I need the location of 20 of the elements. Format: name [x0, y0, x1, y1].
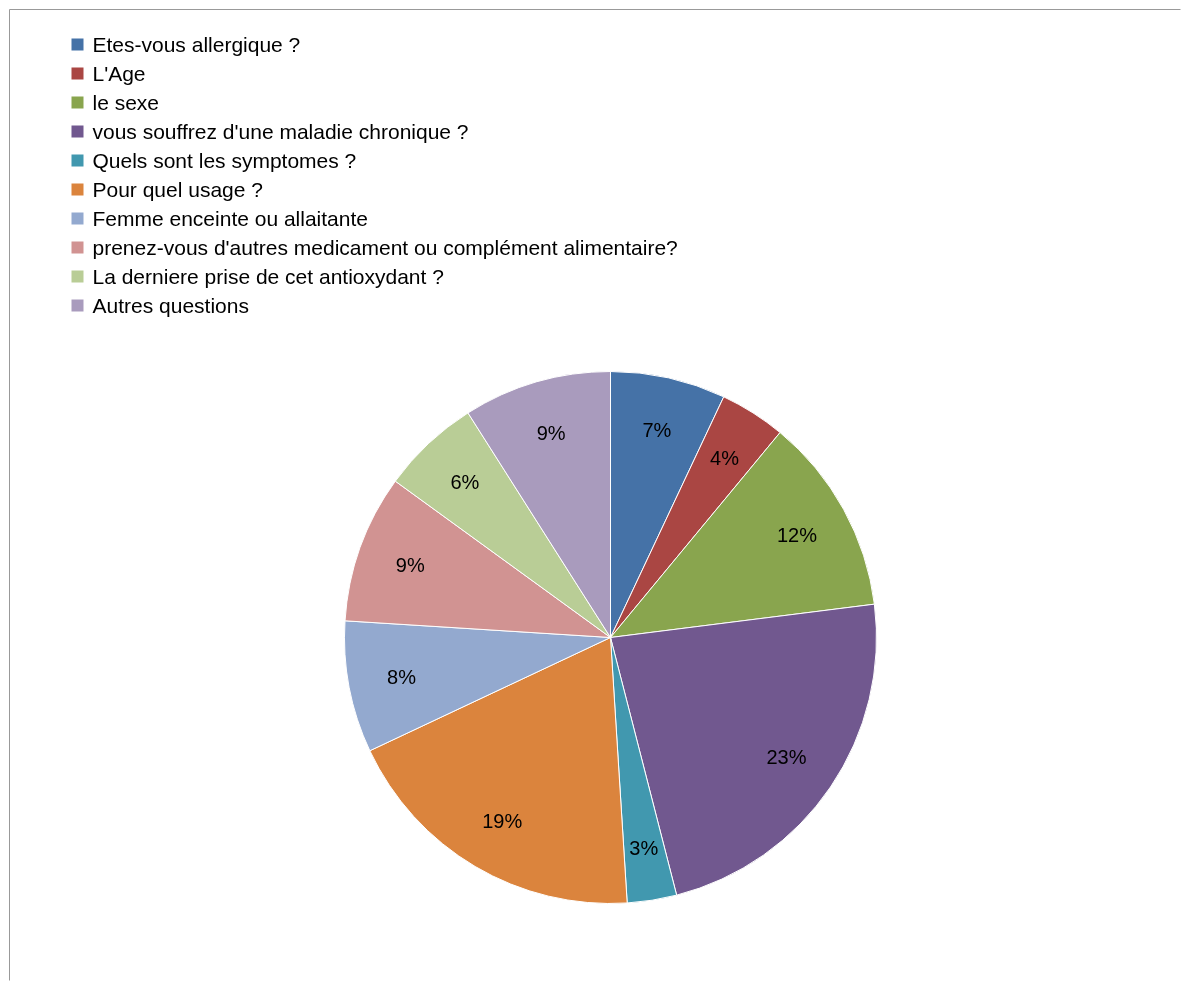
legend-label: vous souffrez d'une maladie chronique ?	[92, 120, 469, 143]
data-label: 23%	[766, 746, 807, 769]
data-label: 3%	[629, 836, 659, 859]
legend-label: le sexe	[92, 91, 160, 114]
data-label: 9%	[536, 422, 566, 445]
legend-label: Quels sont les symptomes ?	[92, 149, 357, 172]
legend-label: Pour quel usage ?	[92, 178, 263, 201]
legend-label: La derniere prise de cet antioxydant ?	[92, 265, 444, 288]
legend-label: Etes-vous allergique ?	[92, 33, 301, 56]
data-label: 12%	[776, 523, 818, 546]
data-label: 4%	[710, 446, 740, 469]
data-label: 8%	[387, 666, 417, 689]
legend-label: Autres questions	[92, 294, 249, 317]
data-label: 6%	[450, 471, 480, 494]
data-label: 19%	[482, 809, 523, 832]
legend-label: prenez-vous d'autres medicament ou complément alimentaire?	[92, 236, 678, 259]
data-label: 7%	[642, 418, 672, 441]
data-label: 9%	[395, 554, 425, 577]
legend-label: Femme enceinte ou allaitante	[92, 207, 368, 230]
legend-label: L'Age	[92, 62, 146, 85]
